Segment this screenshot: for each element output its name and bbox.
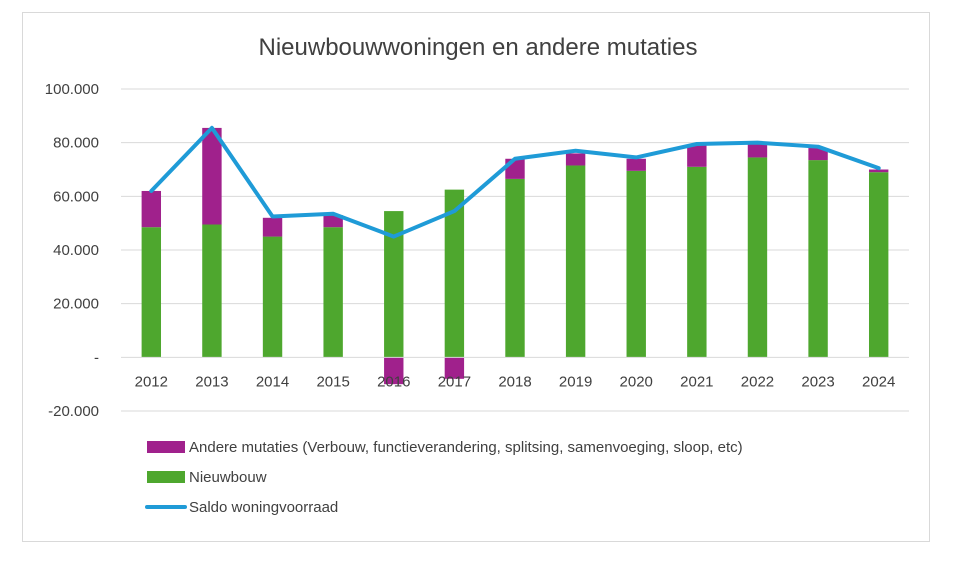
bar-andere-2019 xyxy=(565,153,586,166)
y-tick-label: 40.000 xyxy=(53,242,99,259)
bar-andere-2014 xyxy=(262,217,283,237)
y-tick-label: 80.000 xyxy=(53,135,99,152)
x-tick-label: 2013 xyxy=(195,373,228,390)
bar-andere-2012 xyxy=(141,190,162,228)
x-tick-label: 2012 xyxy=(135,373,168,390)
bar-andere-2023 xyxy=(808,148,828,161)
bar-nieuwbouw-2013 xyxy=(202,224,222,358)
y-tick-label: -20.000 xyxy=(48,403,99,420)
bar-layer xyxy=(141,127,889,385)
bar-nieuwbouw-2022 xyxy=(747,157,768,358)
bar-nieuwbouw-2021 xyxy=(687,166,707,358)
bar-nieuwbouw-2023 xyxy=(808,160,828,358)
x-tick-label: 2016 xyxy=(377,373,410,390)
bar-andere-2020 xyxy=(626,158,646,171)
bar-andere-2016 xyxy=(384,357,404,385)
x-tick-label: 2017 xyxy=(438,373,471,390)
y-tick-label: 20.000 xyxy=(53,296,99,313)
legend-label: Saldo woningvoorraad xyxy=(189,499,338,516)
x-tick-label: 2020 xyxy=(620,373,653,390)
bar-nieuwbouw-2016 xyxy=(384,211,404,358)
x-tick-label: 2024 xyxy=(862,373,895,390)
bar-andere-2013 xyxy=(202,127,222,225)
y-tick-label: - xyxy=(94,349,99,366)
bar-nieuwbouw-2018 xyxy=(505,178,525,358)
bar-nieuwbouw-2019 xyxy=(565,165,586,358)
x-tick-label: 2023 xyxy=(801,373,834,390)
y-tick-label: 100.000 xyxy=(45,81,99,98)
legend-label: Nieuwbouw xyxy=(189,469,267,486)
bar-andere-2022 xyxy=(747,144,768,158)
bar-nieuwbouw-2015 xyxy=(323,227,343,358)
x-tick-label: 2021 xyxy=(680,373,713,390)
y-tick-label: 60.000 xyxy=(53,188,99,205)
line-layer xyxy=(149,125,881,239)
bar-andere-2021 xyxy=(687,145,707,167)
x-tick-label: 2019 xyxy=(559,373,592,390)
series-line-saldo xyxy=(149,125,881,239)
bar-nieuwbouw-2012 xyxy=(141,227,162,358)
chart-title: Nieuwbouwwoningen en andere mutaties xyxy=(259,34,698,61)
x-tick-label: 2018 xyxy=(498,373,531,390)
bar-andere-2024 xyxy=(868,169,889,173)
chart-frame: Nieuwbouwwoningen en andere mutaties 100… xyxy=(22,12,930,542)
bar-nieuwbouw-2020 xyxy=(626,170,646,358)
chart-svg: Nieuwbouwwoningen en andere mutaties 100… xyxy=(45,34,909,516)
x-tick-label: 2022 xyxy=(741,373,774,390)
x-tick-label: 2015 xyxy=(316,373,349,390)
bar-andere-2017 xyxy=(444,357,465,379)
legend: Andere mutaties (Verbouw, functieverande… xyxy=(145,439,743,516)
bar-andere-2018 xyxy=(505,158,525,179)
bar-nieuwbouw-2014 xyxy=(262,236,283,358)
bar-andere-2015 xyxy=(323,215,343,228)
legend-swatch xyxy=(147,471,185,483)
y-axis-ticks: 100.000 80.000 60.000 40.000 20.000 - -20.000 xyxy=(45,81,99,420)
legend-label: Andere mutaties (Verbouw, functieverande… xyxy=(189,439,743,456)
x-tick-label: 2014 xyxy=(256,373,289,390)
bar-nieuwbouw-2017 xyxy=(444,189,465,358)
x-axis-ticks: 2012 2013 2014 2015 2016 2017 2018 2019 2020 2021… xyxy=(135,373,896,390)
bar-nieuwbouw-2024 xyxy=(868,172,889,358)
legend-swatch xyxy=(147,441,185,453)
